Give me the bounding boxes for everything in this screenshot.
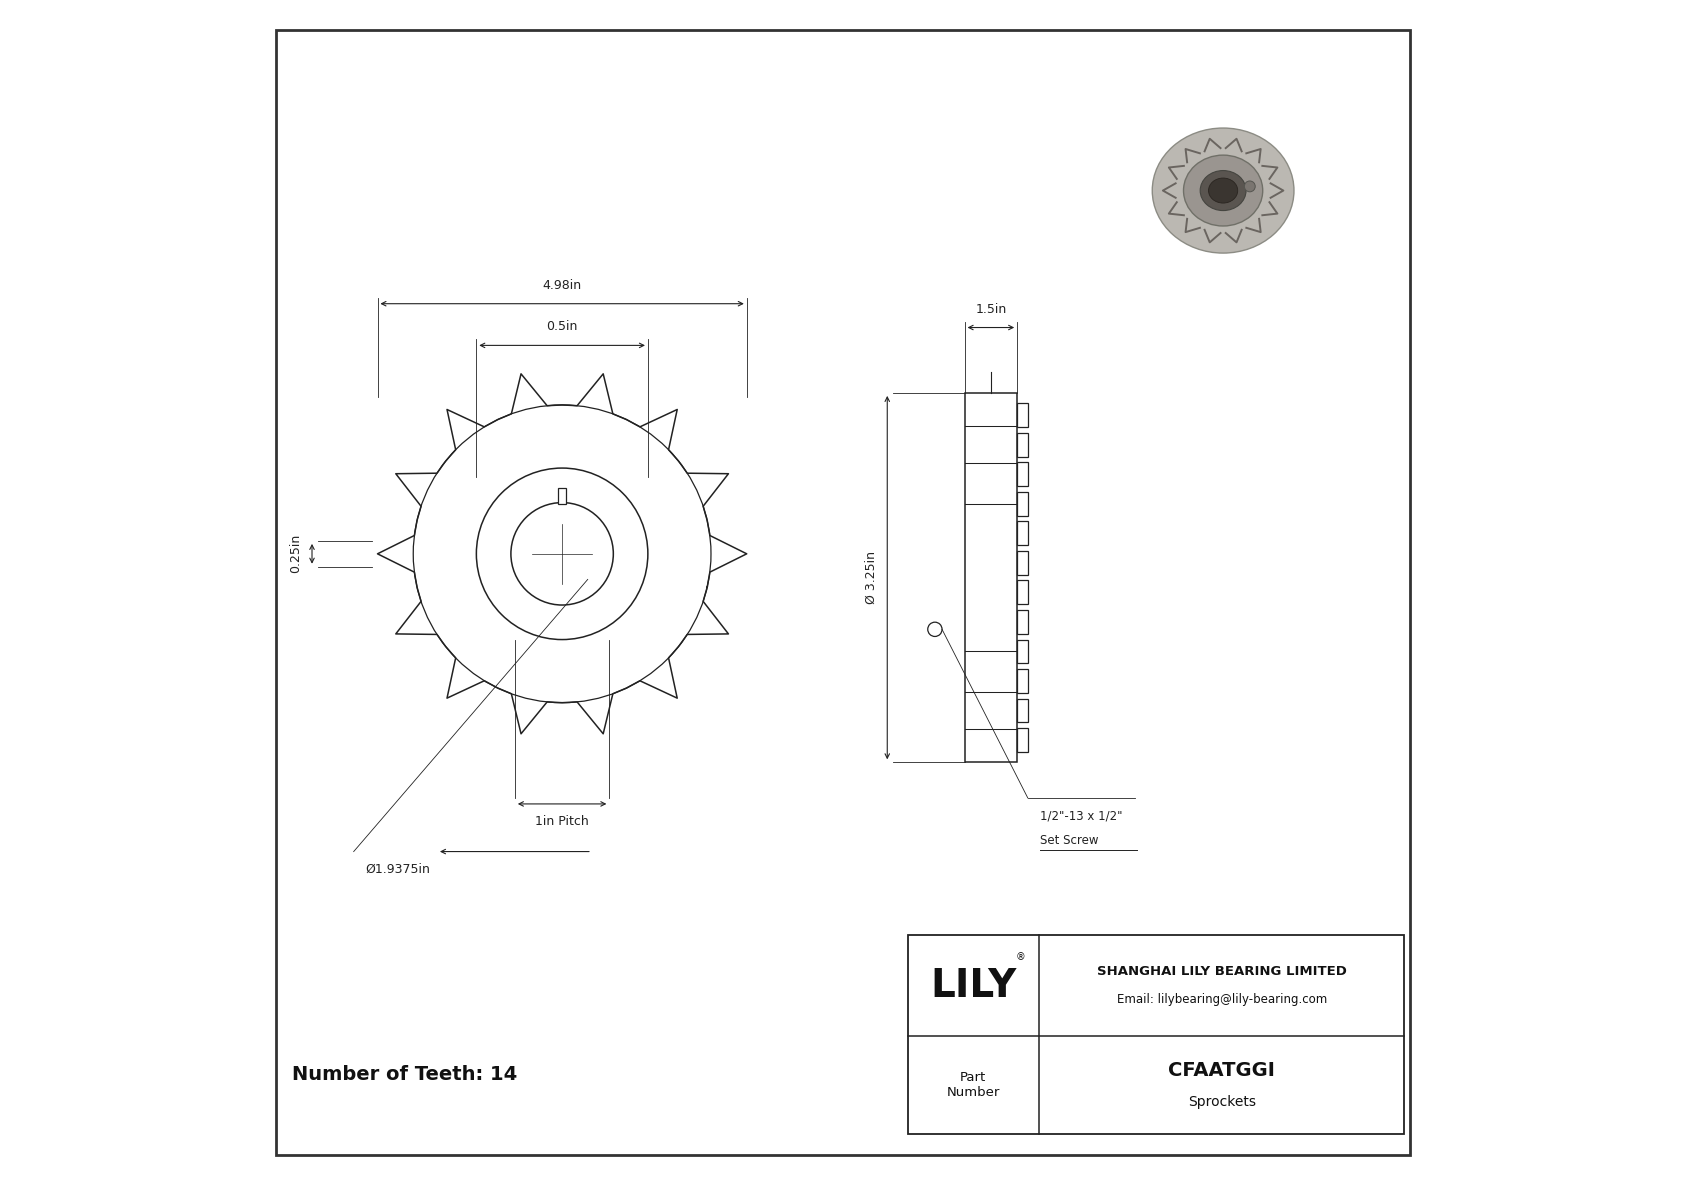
Bar [557, 488, 566, 504]
Text: 1in Pitch: 1in Pitch [536, 815, 589, 828]
Circle shape [1244, 181, 1255, 192]
Text: SHANGHAI LILY BEARING LIMITED: SHANGHAI LILY BEARING LIMITED [1096, 965, 1347, 978]
Text: Set Screw: Set Screw [1039, 834, 1098, 847]
Text: 0.25in: 0.25in [290, 535, 303, 573]
Bar [1017, 640, 1027, 663]
Bar [1017, 462, 1027, 486]
Bar [1017, 728, 1027, 752]
Text: LILY: LILY [930, 967, 1017, 1004]
Ellipse shape [1152, 129, 1293, 254]
Text: CFAATGGI: CFAATGGI [1169, 1061, 1275, 1080]
Text: 4.98in: 4.98in [542, 279, 581, 292]
Bar [908, 935, 1404, 1134]
Ellipse shape [1184, 155, 1263, 226]
Bar [965, 393, 1017, 762]
Bar [1017, 580, 1027, 604]
Ellipse shape [1209, 179, 1238, 204]
Bar [1017, 610, 1027, 634]
Text: Number of Teeth: 14: Number of Teeth: 14 [291, 1065, 517, 1084]
Text: 1/2"-13 x 1/2": 1/2"-13 x 1/2" [1039, 810, 1122, 823]
Text: Sprockets: Sprockets [1187, 1095, 1256, 1109]
Text: Part
Number: Part Number [946, 1071, 1000, 1099]
Text: 0.5in: 0.5in [546, 320, 578, 333]
Bar [1017, 432, 1027, 456]
Text: 1.5in: 1.5in [975, 303, 1007, 316]
Text: ®: ® [1015, 952, 1026, 962]
Bar [1017, 669, 1027, 693]
Text: Ø1.9375in: Ø1.9375in [365, 862, 431, 875]
Text: Ø 3.25in: Ø 3.25in [864, 551, 877, 604]
Bar [1017, 551, 1027, 575]
Bar [1017, 404, 1027, 428]
Bar [1017, 522, 1027, 545]
Text: Email: lilybearing@lily-bearing.com: Email: lilybearing@lily-bearing.com [1116, 993, 1327, 1006]
Ellipse shape [1201, 170, 1246, 211]
Bar [1017, 699, 1027, 723]
Bar [1017, 492, 1027, 516]
